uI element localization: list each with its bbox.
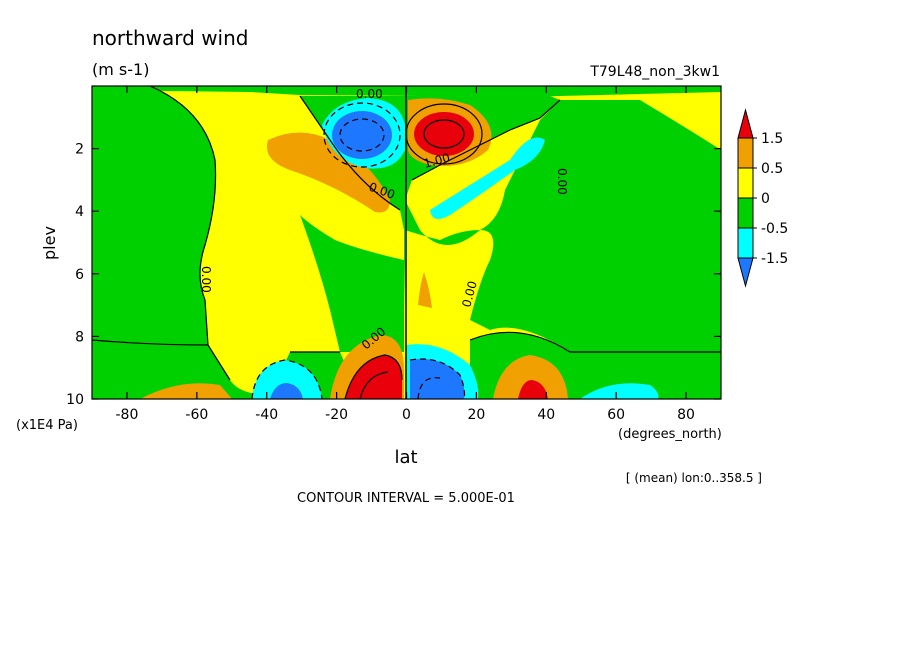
x-tick-label: -40 — [255, 407, 278, 423]
contour-label: 0.00 — [555, 168, 569, 195]
experiment-label: T79L48_non_3kw1 — [589, 64, 720, 80]
y-tick-label: 6 — [75, 267, 84, 283]
y-tick-label: 8 — [75, 329, 84, 345]
contour-label: 0.00 — [459, 279, 479, 308]
contour-label: 0.00 — [199, 266, 213, 293]
y-tick-label: 4 — [75, 204, 84, 220]
contour-interval-text: CONTOUR INTERVAL = 5.000E-01 — [297, 491, 515, 506]
x-tick-label: 40 — [537, 407, 555, 423]
colorbar-label: -0.5 — [761, 221, 788, 237]
x-tick-label: 60 — [607, 407, 625, 423]
contour-label: 1.00 — [422, 150, 451, 170]
x-axis-unit-label: (degrees_north) — [618, 427, 722, 442]
colorbar-bottom-arrow — [737, 257, 754, 288]
y-axis-label: plev — [40, 226, 59, 260]
x-tick-label: 20 — [467, 407, 485, 423]
colorbar: 1.5 0.5 0 -0.5 -1.5 — [737, 108, 788, 288]
colorbar-swatch — [737, 167, 754, 199]
colorbar-label: 0 — [761, 191, 770, 207]
contour-label: 0.00 — [356, 87, 383, 101]
y-axis-unit-label: (x1E4 Pa) — [16, 418, 78, 433]
colorbar-label: -1.5 — [761, 251, 788, 267]
x-tick-label: 80 — [677, 407, 695, 423]
x-tick-label: 0 — [402, 407, 411, 423]
units-label: (m s-1) — [92, 60, 149, 79]
y-tick-label: 10 — [66, 392, 84, 408]
colorbar-swatch — [737, 137, 754, 169]
colorbar-label: 0.5 — [761, 161, 783, 177]
x-tick-label: -20 — [325, 407, 348, 423]
x-axis: -80 -60 -40 -20 0 20 40 60 80 — [116, 86, 695, 423]
colorbar-label: 1.5 — [761, 131, 783, 147]
x-tick-label: -60 — [185, 407, 208, 423]
chart-title: northward wind — [92, 26, 248, 50]
contour-lines — [92, 86, 721, 399]
x-axis-label: lat — [394, 447, 417, 468]
colorbar-swatch — [737, 197, 754, 229]
x-tick-label: -80 — [116, 407, 139, 423]
colorbar-top-arrow — [737, 108, 754, 139]
mean-annotation: [ (mean) lon:0..358.5 ] — [626, 471, 762, 485]
y-tick-label: 2 — [75, 142, 84, 158]
colorbar-swatch — [737, 227, 754, 259]
y-axis: 2 4 6 8 10 — [66, 142, 721, 408]
